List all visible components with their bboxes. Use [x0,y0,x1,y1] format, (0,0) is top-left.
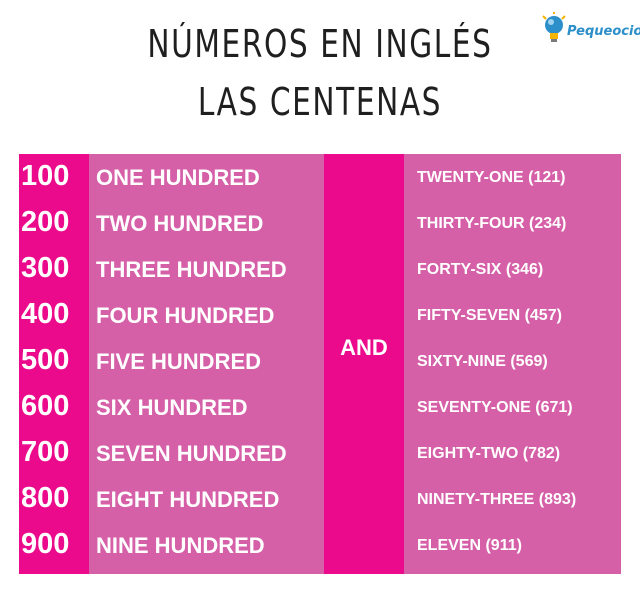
row-word: FOUR HUNDRED [96,303,275,328]
lightbulb-icon [542,12,566,42]
row-example: NINETY-THREE (893) [417,491,577,508]
row-number: 800 [21,482,70,514]
row-number: 600 [21,390,70,422]
row-number: 700 [21,436,70,468]
row-word: EIGHT HUNDRED [96,487,280,512]
row-number: 300 [21,252,70,284]
row-number: 500 [21,344,70,376]
row-example: EIGHTY-TWO (782) [417,445,561,462]
logo-text: Pequeocio [567,24,640,39]
table-row: 300 THREE HUNDRED FORTY-SIX (346) [19,246,621,292]
row-word: SIX HUNDRED [96,395,248,420]
example-column [404,154,621,574]
connector-label: AND [340,335,388,360]
word-column [89,154,324,574]
row-word: SEVEN HUNDRED [96,441,287,466]
row-example: ELEVEN (911) [417,537,522,554]
table-row: 100 ONE HUNDRED TWENTY-ONE (121) [19,154,621,200]
hundreds-table: AND 100 ONE HUNDRED TWENTY-ONE (121) 200… [19,154,621,574]
table-row: 600 SIX HUNDRED SEVENTY-ONE (671) [19,384,621,430]
row-word: ONE HUNDRED [96,165,260,190]
row-word: THREE HUNDRED [96,257,287,282]
row-example: THIRTY-FOUR (234) [417,215,567,232]
row-number: 400 [21,298,70,330]
page-subtitle: LAS CENTENAS [197,80,443,124]
row-example: SEVENTY-ONE (671) [417,399,573,416]
row-example: FORTY-SIX (346) [417,261,544,278]
connector-column [324,154,404,574]
row-number: 200 [21,206,70,238]
row-example: TWENTY-ONE (121) [417,169,566,186]
table-row: 700 SEVEN HUNDRED EIGHTY-TWO (782) [19,430,621,476]
table-row: 800 EIGHT HUNDRED NINETY-THREE (893) [19,476,621,522]
number-column [19,154,89,574]
brand-logo: Pequeocio [541,10,640,50]
table-row: 500 FIVE HUNDRED SIXTY-NINE (569) [19,338,621,384]
row-word: TWO HUNDRED [96,211,264,236]
table-row: 900 NINE HUNDRED ELEVEN (911) [19,522,621,568]
page-title: NÚMEROS EN INGLÉS [147,22,493,66]
row-number: 900 [21,528,70,560]
table-row: 400 FOUR HUNDRED FIFTY-SEVEN (457) [19,292,621,338]
row-example: FIFTY-SEVEN (457) [417,307,562,324]
row-number: 100 [21,160,70,192]
row-example: SIXTY-NINE (569) [417,353,548,370]
table-row: 200 TWO HUNDRED THIRTY-FOUR (234) [19,200,621,246]
row-word: FIVE HUNDRED [96,349,262,374]
row-word: NINE HUNDRED [96,533,265,558]
